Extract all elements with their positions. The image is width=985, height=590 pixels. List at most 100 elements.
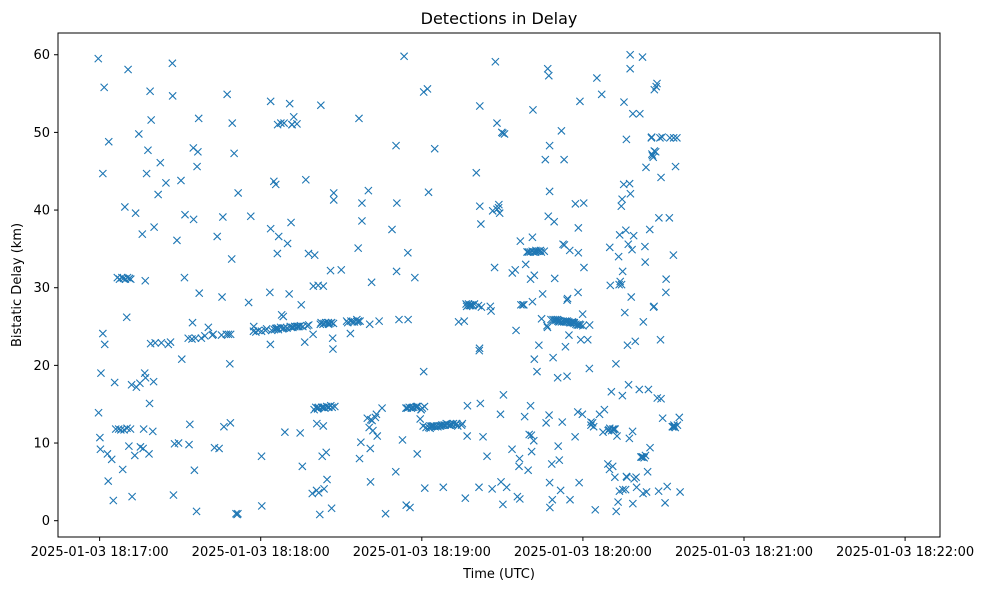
data-point-537 (624, 380, 633, 389)
data-point-560 (639, 317, 648, 326)
data-point-492 (592, 74, 601, 83)
data-point-438 (556, 486, 565, 495)
data-point-516 (614, 252, 623, 261)
data-point-232 (354, 244, 363, 253)
data-point-188 (314, 488, 323, 497)
data-point-24 (120, 202, 129, 211)
x-tick-label-5: 2025-01-03 18:22:00 (836, 545, 974, 560)
data-point-10 (104, 477, 113, 486)
data-point-523 (618, 195, 627, 204)
data-point-61 (157, 338, 166, 347)
data-point-65 (168, 59, 177, 68)
data-point-265 (402, 501, 411, 510)
data-point-183 (312, 419, 321, 428)
data-point-503 (606, 281, 615, 290)
data-point-350 (490, 263, 499, 272)
data-point-495 (599, 428, 608, 437)
data-point-270 (406, 503, 414, 512)
data-point-274 (410, 273, 419, 282)
data-point-39 (134, 129, 143, 138)
data-point-376 (519, 300, 528, 309)
data-point-237 (356, 438, 365, 447)
data-point-19 (116, 425, 125, 434)
data-point-169 (298, 462, 307, 471)
data-point-440 (557, 126, 566, 135)
data-point-363 (500, 129, 509, 138)
data-point-34 (127, 380, 136, 389)
data-points (94, 50, 685, 519)
data-point-512 (611, 359, 620, 368)
data-point-488 (586, 418, 595, 427)
data-point-320 (458, 419, 467, 428)
data-point-570 (646, 443, 655, 452)
data-point-535 (623, 341, 632, 350)
y-tick-label-4: 40 (33, 204, 50, 219)
data-point-418 (545, 503, 554, 512)
y-tick-label-3: 30 (33, 281, 50, 296)
y-axis-ticks: 0 10 20 30 40 50 60 (33, 48, 58, 529)
data-point-524 (618, 391, 627, 400)
data-point-326 (463, 401, 472, 410)
data-point-372 (515, 494, 524, 503)
data-point-239 (357, 216, 366, 225)
data-point-510 (610, 473, 619, 482)
data-point-8 (100, 340, 109, 349)
data-point-32 (126, 425, 135, 434)
data-point-287 (420, 484, 429, 493)
data-point-233 (354, 317, 363, 326)
data-point-452 (563, 372, 572, 381)
data-point-529 (620, 308, 629, 317)
data-point-596 (665, 213, 674, 222)
data-point-124 (262, 324, 271, 333)
data-point-533 (622, 135, 631, 144)
data-point-62 (161, 178, 170, 187)
data-point-343 (477, 303, 486, 312)
data-point-582 (653, 79, 661, 88)
data-point-321 (460, 317, 469, 326)
data-point-550 (631, 337, 640, 346)
data-point-147 (280, 324, 289, 333)
data-point-348 (488, 484, 497, 493)
data-point-605 (671, 162, 680, 171)
data-point-609 (676, 487, 685, 496)
data-point-530 (621, 485, 630, 494)
data-point-394 (530, 355, 539, 364)
data-point-353 (492, 119, 501, 128)
data-point-30 (124, 442, 133, 451)
data-point-60 (156, 158, 165, 167)
data-point-441 (558, 418, 567, 427)
data-point-206 (323, 475, 332, 484)
data-point-364 (502, 483, 511, 492)
data-point-497 (603, 460, 612, 468)
data-point-344 (479, 432, 488, 441)
data-point-409 (542, 321, 551, 330)
data-point-159 (289, 112, 298, 121)
data-point-482 (579, 199, 588, 208)
data-point-71 (176, 176, 185, 185)
data-point-49 (143, 146, 152, 155)
data-point-380 (524, 466, 533, 475)
data-point-445 (560, 155, 569, 164)
data-point-325 (463, 432, 472, 441)
data-point-416 (545, 141, 554, 150)
data-point-33 (126, 275, 135, 284)
data-point-172 (301, 175, 310, 184)
data-point-587 (656, 335, 665, 344)
data-point-386 (527, 431, 536, 440)
data-point-538 (625, 434, 634, 443)
data-point-86 (193, 147, 202, 156)
data-point-211 (325, 319, 334, 328)
data-point-426 (550, 274, 559, 283)
data-point-591 (658, 414, 667, 423)
data-point-414 (545, 411, 554, 420)
data-point-546 (628, 109, 637, 118)
data-point-564 (641, 451, 650, 460)
data-point-148 (280, 428, 289, 437)
chart-title: Detections in Delay (421, 9, 578, 28)
data-point-66 (168, 91, 177, 100)
data-point-391 (528, 105, 537, 114)
data-point-552 (632, 483, 641, 492)
data-point-519 (615, 230, 624, 239)
data-point-477 (576, 321, 585, 329)
data-point-483 (579, 263, 588, 272)
